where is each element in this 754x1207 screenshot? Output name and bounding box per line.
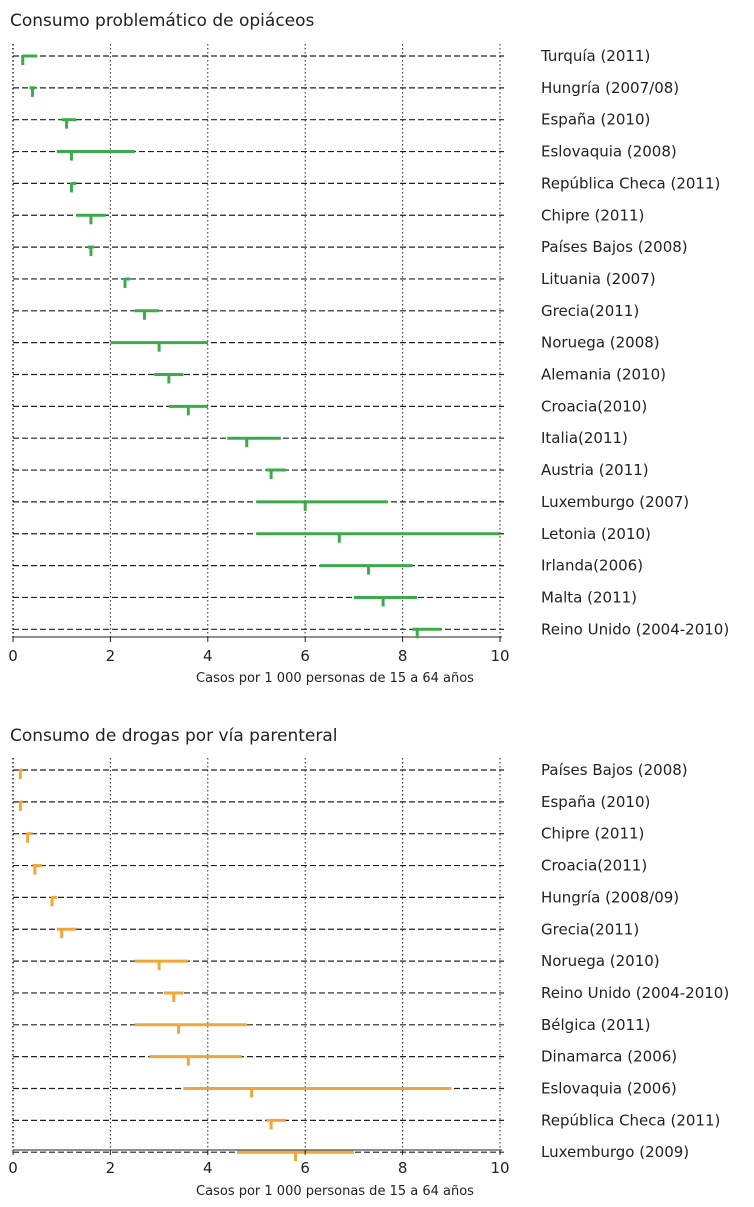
x-tick-label: 2: [106, 1159, 116, 1177]
category-label: Eslovaquia (2008): [541, 143, 677, 161]
category-label: Países Bajos (2008): [541, 238, 688, 256]
category-label: Dinamarca (2006): [541, 1048, 677, 1066]
category-label: Noruega (2010): [541, 952, 660, 970]
category-label: Eslovaquia (2006): [541, 1080, 677, 1098]
x-tick-label: 8: [398, 647, 408, 665]
category-label: Letonia (2010): [541, 525, 651, 543]
category-label: Reino Unido (2004-2010): [541, 984, 729, 1002]
category-label: Alemania (2010): [541, 366, 666, 384]
category-label: Bélgica (2011): [541, 1016, 650, 1034]
category-label: Noruega (2008): [541, 334, 660, 352]
category-label: Turquía (2011): [540, 47, 650, 65]
category-label: Hungría (2008/09): [541, 888, 679, 906]
x-tick-label: 10: [490, 647, 509, 665]
x-tick-label: 6: [300, 1159, 310, 1177]
chart-title: Consumo de drogas por vía parenteral: [10, 726, 337, 746]
x-tick-label: 0: [8, 1159, 18, 1177]
x-axis-label: Casos por 1 000 personas de 15 a 64 años: [196, 671, 474, 686]
x-tick-label: 0: [8, 647, 18, 665]
category-label: Irlanda(2006): [541, 557, 643, 575]
category-label: Luxemburgo (2009): [541, 1143, 689, 1161]
category-label: Lituania (2007): [541, 270, 656, 288]
category-label: República Checa (2011): [541, 1111, 720, 1129]
category-label: Chipre (2011): [541, 825, 644, 843]
category-label: Chipre (2011): [541, 206, 644, 224]
x-tick-label: 8: [398, 1159, 408, 1177]
chart-title: Consumo problemático de opiáceos: [10, 11, 315, 31]
category-label: Austria (2011): [541, 461, 649, 479]
category-label: Italia(2011): [541, 429, 628, 447]
x-tick-label: 2: [106, 647, 116, 665]
category-label: Croacia(2011): [541, 857, 647, 875]
category-label: Luxemburgo (2007): [541, 493, 689, 511]
category-label: Grecia(2011): [541, 302, 639, 320]
category-label: España (2010): [541, 111, 650, 129]
x-tick-label: 4: [203, 1159, 213, 1177]
category-label: Reino Unido (2004-2010): [541, 620, 729, 638]
x-axis-label: Casos por 1 000 personas de 15 a 64 años: [196, 1184, 474, 1199]
category-label: Croacia(2010): [541, 397, 647, 415]
x-tick-label: 6: [300, 647, 310, 665]
category-label: Países Bajos (2008): [541, 761, 688, 779]
category-label: Hungría (2007/08): [541, 79, 679, 97]
category-label: Grecia(2011): [541, 920, 639, 938]
category-label: República Checa (2011): [541, 174, 720, 192]
category-label: España (2010): [541, 793, 650, 811]
x-tick-label: 4: [203, 647, 213, 665]
x-tick-label: 10: [490, 1159, 509, 1177]
category-label: Malta (2011): [541, 588, 637, 606]
